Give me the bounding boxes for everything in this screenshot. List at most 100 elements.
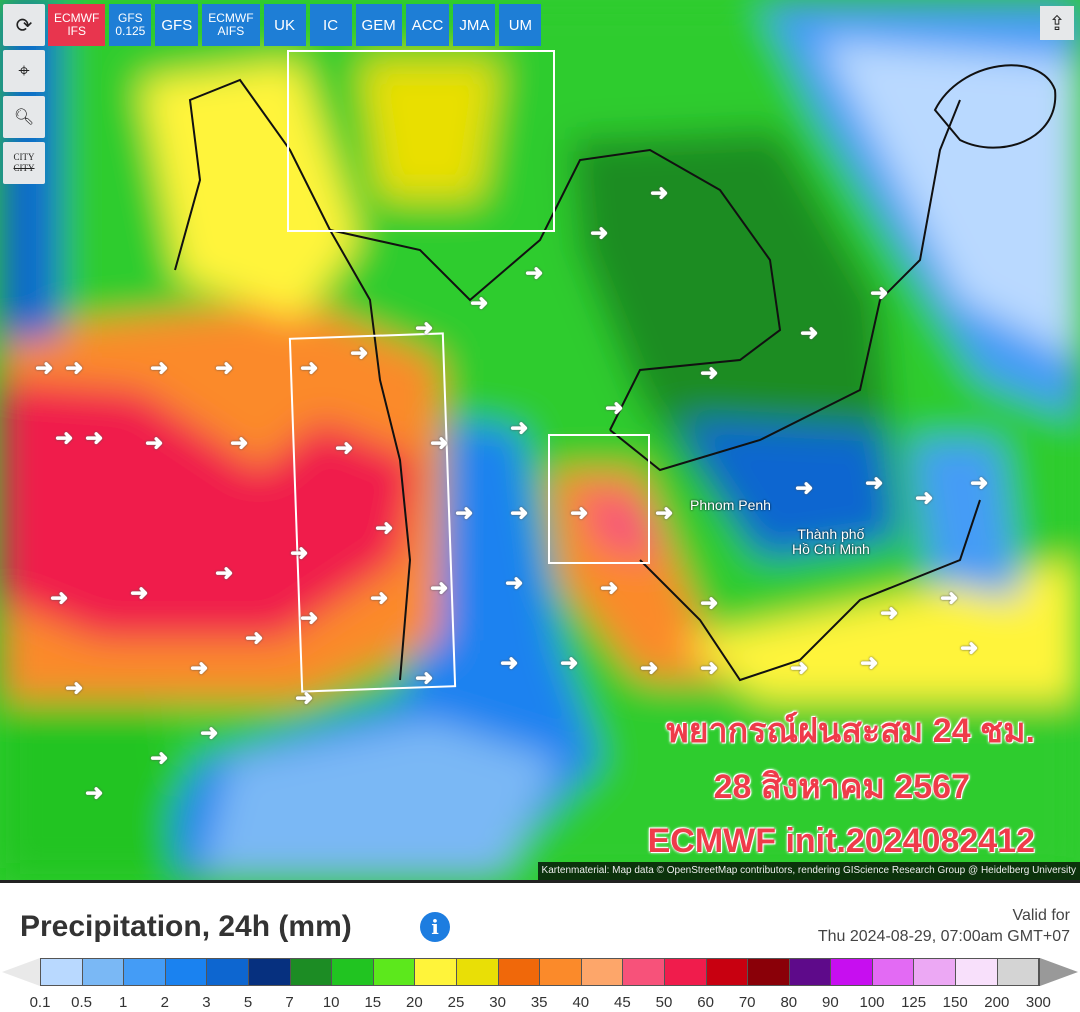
wind-arrow-icon: ➜ bbox=[65, 355, 84, 380]
wind-arrow-icon: ➜ bbox=[510, 500, 529, 525]
wind-arrow-icon: ➜ bbox=[700, 590, 719, 615]
wind-arrow-icon: ➜ bbox=[970, 470, 989, 495]
wind-arrow-icon: ➜ bbox=[590, 220, 609, 245]
wind-arrow-icon: ➜ bbox=[65, 675, 84, 700]
city-toggle-button[interactable]: CITY CITY bbox=[3, 142, 45, 184]
scale-tick: 5 bbox=[243, 994, 253, 1011]
scale-tick: 10 bbox=[322, 994, 340, 1011]
precipitation-field bbox=[0, 0, 1080, 880]
model-selector: ECMWF IFS GFS 0.125 GFS ECMWF AIFS UK IC GEM AC… bbox=[48, 4, 542, 46]
precipitation-map[interactable]: ➜ ➜ ➜ ➜ ➜ ➜ ➜ ➜ ➜ ➜ ➜ ➜ ➜ ➜ ➜ ➜ ➜ ➜ ➜ ➜ ➜ ➜ ➜ ➜ ➜ ➜ ➜ ➜ ➜ ➜ ➜ ➜ ➜ ➜ ➜ ➜ ➜ ➜ ➜ ➜… bbox=[0, 0, 1080, 880]
scale-tick: 150 bbox=[942, 994, 968, 1011]
highlight-box-north bbox=[287, 50, 555, 232]
wind-arrow-icon: ➜ bbox=[600, 575, 619, 600]
wind-arrow-icon: ➜ bbox=[430, 575, 449, 600]
scale-swatch bbox=[956, 959, 998, 985]
scale-tick: 70 bbox=[738, 994, 756, 1011]
location-button[interactable]: ⌖ bbox=[3, 50, 45, 92]
wind-arrow-icon: ➜ bbox=[640, 655, 659, 680]
scale-swatch bbox=[290, 959, 333, 985]
wind-arrow-icon: ➜ bbox=[300, 605, 319, 630]
zoom-out-icon: 🔍︎ bbox=[13, 109, 35, 126]
wind-arrow-icon: ➜ bbox=[915, 485, 934, 510]
scale-swatch bbox=[373, 959, 416, 985]
wind-arrow-icon: ➜ bbox=[940, 585, 959, 610]
scale-swatch bbox=[831, 959, 873, 985]
scale-swatch bbox=[581, 959, 624, 985]
share-icon: ⇪ bbox=[1048, 12, 1066, 35]
wind-arrow-icon: ➜ bbox=[700, 655, 719, 680]
zoom-out-button[interactable]: 🔍︎ bbox=[3, 96, 45, 138]
scale-tick: 30 bbox=[489, 994, 506, 1011]
model-tab-gfs-0-125[interactable]: GFS 0.125 bbox=[109, 4, 152, 46]
wind-arrow-icon: ➜ bbox=[860, 650, 879, 675]
refresh-icon: ⟳ bbox=[15, 14, 33, 37]
scale-tick: 60 bbox=[697, 994, 714, 1011]
scale-tick: 45 bbox=[614, 994, 631, 1011]
wind-arrow-icon: ➜ bbox=[150, 355, 169, 380]
scale-tick: 125 bbox=[901, 994, 927, 1011]
model-tab-label: ECMWF IFS bbox=[54, 11, 100, 38]
wind-arrow-icon: ➜ bbox=[960, 635, 979, 660]
scale-tick: 35 bbox=[530, 994, 548, 1011]
model-tab-label: GEM bbox=[361, 16, 396, 34]
scale-tick: 40 bbox=[572, 994, 590, 1011]
model-tab-gem[interactable]: GEM bbox=[355, 4, 402, 46]
wind-arrow-icon: ➜ bbox=[865, 470, 884, 495]
model-tab-label: JMA bbox=[459, 16, 490, 34]
wind-arrow-icon: ➜ bbox=[510, 415, 529, 440]
wind-arrow-icon: ➜ bbox=[655, 500, 674, 525]
model-tab-label: GFS bbox=[161, 16, 193, 34]
wind-arrow-icon: ➜ bbox=[800, 320, 819, 345]
wind-arrow-icon: ➜ bbox=[430, 430, 449, 455]
city-label-ho-chi-minh: Thành phố Hồ Chí Minh bbox=[792, 526, 870, 557]
wind-arrow-icon: ➜ bbox=[525, 260, 544, 285]
wind-arrow-icon: ➜ bbox=[605, 395, 624, 420]
legend-max-cap bbox=[1040, 958, 1078, 986]
scale-swatch bbox=[207, 959, 249, 985]
scale-swatch bbox=[165, 959, 208, 985]
headline-line-3: ECMWF init.2024082412 bbox=[647, 822, 1035, 860]
location-pin-icon: ⌖ bbox=[18, 59, 30, 82]
highlight-box-east bbox=[548, 434, 650, 564]
wind-arrow-icon: ➜ bbox=[215, 560, 234, 585]
wind-arrow-icon: ➜ bbox=[795, 475, 814, 500]
model-tab-label: ACC bbox=[411, 16, 444, 34]
model-tab-ecmwf-aifs[interactable]: ECMWF AIFS bbox=[202, 4, 260, 46]
scale-tick: 15 bbox=[364, 994, 382, 1011]
city-toggle-label: CITY bbox=[13, 152, 35, 162]
scale-tick: 300 bbox=[1025, 994, 1051, 1011]
wind-arrow-icon: ➜ bbox=[215, 355, 234, 380]
wind-arrow-icon: ➜ bbox=[230, 430, 249, 455]
divider bbox=[0, 880, 1080, 883]
model-tab-uk[interactable]: UK bbox=[263, 4, 306, 46]
model-tab-acc[interactable]: ACC bbox=[405, 4, 450, 46]
scale-tick: 20 bbox=[406, 994, 423, 1011]
scale-tick: 0.5 bbox=[71, 994, 93, 1011]
model-tab-ic[interactable]: IC bbox=[309, 4, 352, 46]
scale-swatch bbox=[914, 959, 957, 985]
wind-arrow-icon: ➜ bbox=[55, 425, 74, 450]
model-tab-label: UM bbox=[508, 16, 533, 34]
info-icon[interactable]: i bbox=[420, 912, 450, 942]
refresh-button[interactable]: ⟳ bbox=[3, 4, 45, 46]
scale-tick: 100 bbox=[859, 994, 885, 1011]
wind-arrow-icon: ➜ bbox=[150, 745, 169, 770]
scale-ticks: 0.1 0.5 1 2 3 5 7 10 15 20 25 30 35 40 45 50 60 70 80 90 100… bbox=[20, 994, 1060, 1012]
model-tab-um[interactable]: UM bbox=[499, 4, 542, 46]
wind-arrow-icon: ➜ bbox=[700, 360, 719, 385]
model-tab-jma[interactable]: JMA bbox=[453, 4, 496, 46]
share-button[interactable]: ⇪ bbox=[1040, 6, 1074, 40]
wind-arrow-icon: ➜ bbox=[415, 665, 434, 690]
model-tab-ecmwf-ifs[interactable]: ECMWF IFS bbox=[48, 4, 106, 46]
scale-swatch bbox=[997, 959, 1040, 985]
scale-swatch bbox=[664, 959, 707, 985]
model-tab-label: UK bbox=[274, 16, 295, 34]
headline-line-1: พยากรณ์ฝนสะสม 24 ชม. bbox=[666, 712, 1035, 750]
scale-tick: 80 bbox=[780, 994, 798, 1011]
scale-swatch bbox=[706, 959, 749, 985]
color-scale bbox=[40, 958, 1041, 986]
model-tab-gfs[interactable]: GFS bbox=[155, 4, 199, 46]
scale-swatch bbox=[41, 959, 83, 985]
model-tab-label: ECMWF AIFS bbox=[208, 11, 254, 38]
